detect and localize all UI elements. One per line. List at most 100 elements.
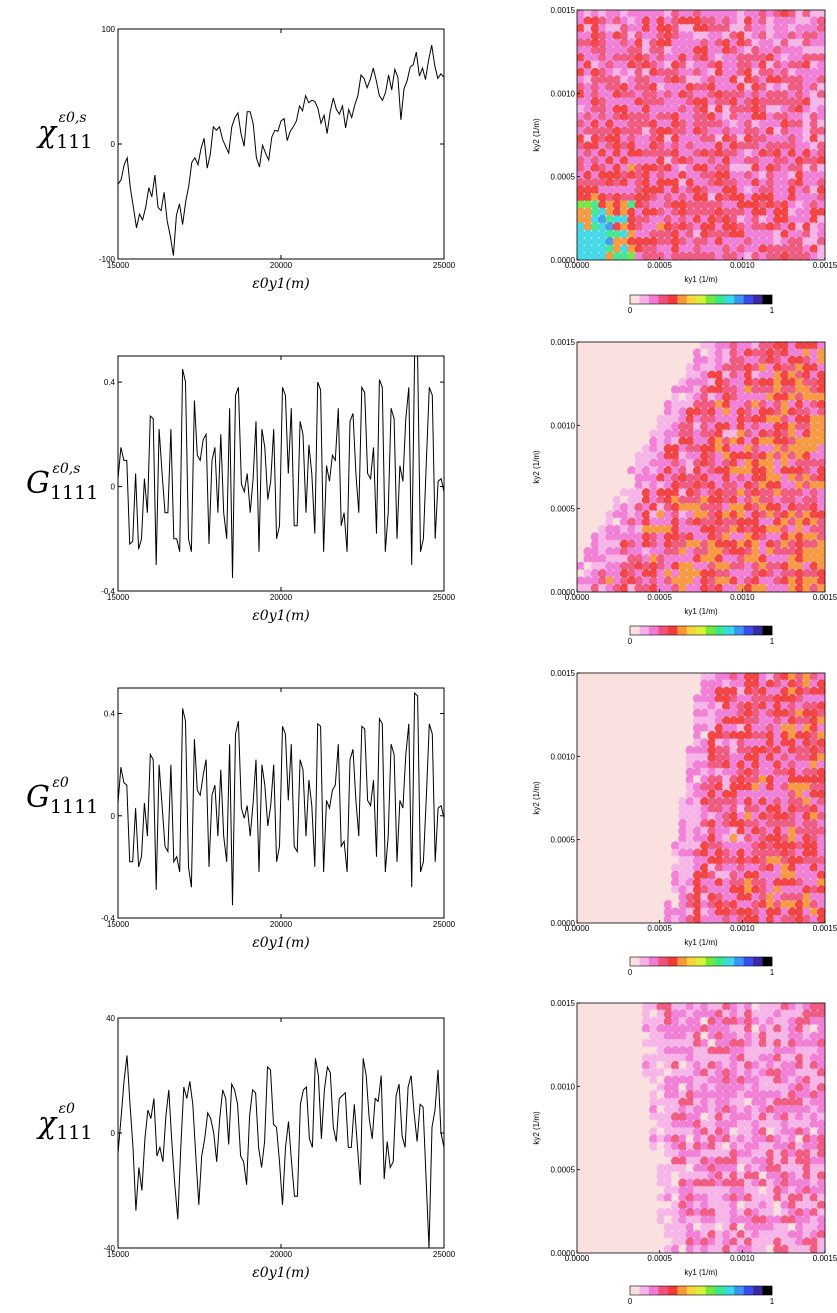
colorbar-swatch	[667, 295, 678, 304]
x-tick-label: 25000	[433, 1250, 456, 1259]
x-axis-label: ε0y1(m)	[252, 608, 309, 624]
colorbar-swatch	[658, 626, 669, 635]
colorbar-swatch	[658, 1286, 669, 1295]
y-axis-label: ky2 (1/m)	[532, 118, 541, 152]
x-axis-label: ky1 (1/m)	[684, 275, 718, 284]
colorbar-swatch	[696, 295, 707, 304]
heatmap-4: 0.0000 0.0005 0.0010 0.0015 0.0000 0.0005 0.00…	[532, 999, 837, 1306]
svg-text:χ111ε0,s: χ111 ε0,s	[36, 110, 92, 153]
x-axis-label: ε0y1(m)	[252, 1265, 309, 1281]
colorbar-min-label: 0	[628, 968, 633, 977]
colorbar-swatch	[705, 1286, 716, 1295]
x-tick-label: 0.0000	[565, 593, 590, 602]
x-tick-label: 15000	[107, 593, 130, 602]
colorbar-swatch	[762, 295, 773, 304]
colorbar-swatch	[715, 1286, 725, 1295]
x-tick-label: 0.0000	[565, 924, 590, 933]
x-axis-label: ε0y1(m)	[252, 935, 309, 951]
colorbar-min-label: 0	[628, 306, 633, 315]
y-tick-label: 0.0015	[551, 338, 576, 347]
x-axis-label: ε0y1(m)	[252, 276, 309, 292]
x-axis-label: ky1 (1/m)	[684, 607, 718, 616]
colorbar-swatch	[648, 1286, 659, 1295]
y-tick-label: 0.0005	[551, 1166, 576, 1175]
x-tick-label: 0.0005	[647, 593, 672, 602]
x-tick-label: 0.0010	[730, 593, 755, 602]
symbol-3: G	[26, 780, 50, 815]
x-tick-label: 0.0010	[730, 1254, 755, 1263]
colorbar-swatch	[686, 1286, 697, 1295]
svg-text:χ111ε0: χ111 ε0	[36, 1101, 92, 1144]
y-tick-label: 0.0000	[551, 588, 576, 597]
colorbar-swatch	[715, 295, 725, 304]
x-tick-label: 20000	[270, 261, 293, 270]
y-tick-label: 0.0015	[551, 999, 576, 1008]
series-line	[117, 692, 445, 906]
x-tick-label: 0.0005	[647, 261, 672, 270]
y-tick-label: -0.4	[101, 587, 115, 596]
y-axis-label: ky2 (1/m)	[532, 450, 541, 484]
colorbar-swatch	[639, 626, 650, 635]
y-tick-label: 0.0010	[551, 1082, 576, 1091]
y-tick-label: 0.4	[104, 378, 116, 387]
y-tick-label: 0.0005	[551, 173, 576, 182]
x-tick-label: 0.0015	[813, 924, 837, 933]
heatmap-3: 0.0000 0.0005 0.0010 0.0015 0.0000 0.0005 0.00…	[532, 669, 837, 977]
symbol-2: G	[26, 466, 50, 501]
y-tick-label: -0.4	[101, 914, 115, 923]
colorbar-swatch	[639, 1286, 650, 1295]
colorbar-swatch	[658, 295, 669, 304]
y-tick-label: 0.4	[104, 710, 116, 719]
colorbar-swatch	[696, 957, 707, 966]
x-tick-label: 0.0015	[813, 1254, 837, 1263]
colorbar-swatch	[648, 957, 659, 966]
series-line	[117, 355, 445, 578]
colorbar-swatch	[667, 626, 678, 635]
colorbar-swatch	[724, 957, 735, 966]
colorbar-swatch	[630, 1286, 640, 1295]
colorbar-swatch	[715, 626, 725, 635]
colorbar-swatch	[743, 957, 754, 966]
x-tick-label: 15000	[107, 261, 130, 270]
colorbar-swatch	[743, 1286, 754, 1295]
subscript-3: 1111	[50, 796, 98, 818]
x-tick-label: 0.0000	[565, 261, 590, 270]
y-tick-label: 40	[106, 1014, 115, 1023]
colorbar-swatch	[658, 957, 669, 966]
x-axis-label: ky1 (1/m)	[684, 1268, 718, 1277]
x-tick-label: 0.0005	[647, 924, 672, 933]
colorbar-swatch	[648, 626, 659, 635]
y-tick-label: 0.0010	[551, 89, 576, 98]
y-tick-label: 0.0000	[551, 1249, 576, 1258]
plot-frame	[117, 28, 445, 260]
symbol-4: χ	[36, 1106, 58, 1141]
colorbar-max-label: 1	[770, 637, 775, 646]
row-label-1: χ111 ε0,s	[36, 110, 92, 153]
x-tick-label: 0.0015	[813, 593, 837, 602]
series-line	[117, 44, 445, 256]
colorbar-swatch	[686, 626, 697, 635]
colorbar-swatch	[677, 1286, 688, 1295]
y-tick-label: 0	[111, 1129, 116, 1138]
plot-frame	[117, 1017, 445, 1249]
x-tick-label: 0.0015	[813, 261, 837, 270]
y-axis-label: ky2 (1/m)	[532, 781, 541, 815]
x-tick-label: 0.0005	[647, 1254, 672, 1263]
colorbar-max-label: 1	[770, 968, 775, 977]
colorbar-max-label: 1	[770, 306, 775, 315]
superscript-3: ε0	[52, 775, 69, 791]
colorbar-swatch	[705, 626, 716, 635]
colorbar-swatch	[639, 295, 650, 304]
heatmap-field	[577, 1003, 825, 1253]
colorbar-swatch	[677, 957, 688, 966]
colorbar-swatch	[630, 295, 640, 304]
row-label-3: G1111 ε0	[26, 775, 98, 818]
colorbar-swatch	[734, 1286, 744, 1295]
colorbar-max-label: 1	[770, 1297, 775, 1306]
heatmap-frame	[576, 672, 826, 924]
colorbar-swatch	[686, 295, 697, 304]
